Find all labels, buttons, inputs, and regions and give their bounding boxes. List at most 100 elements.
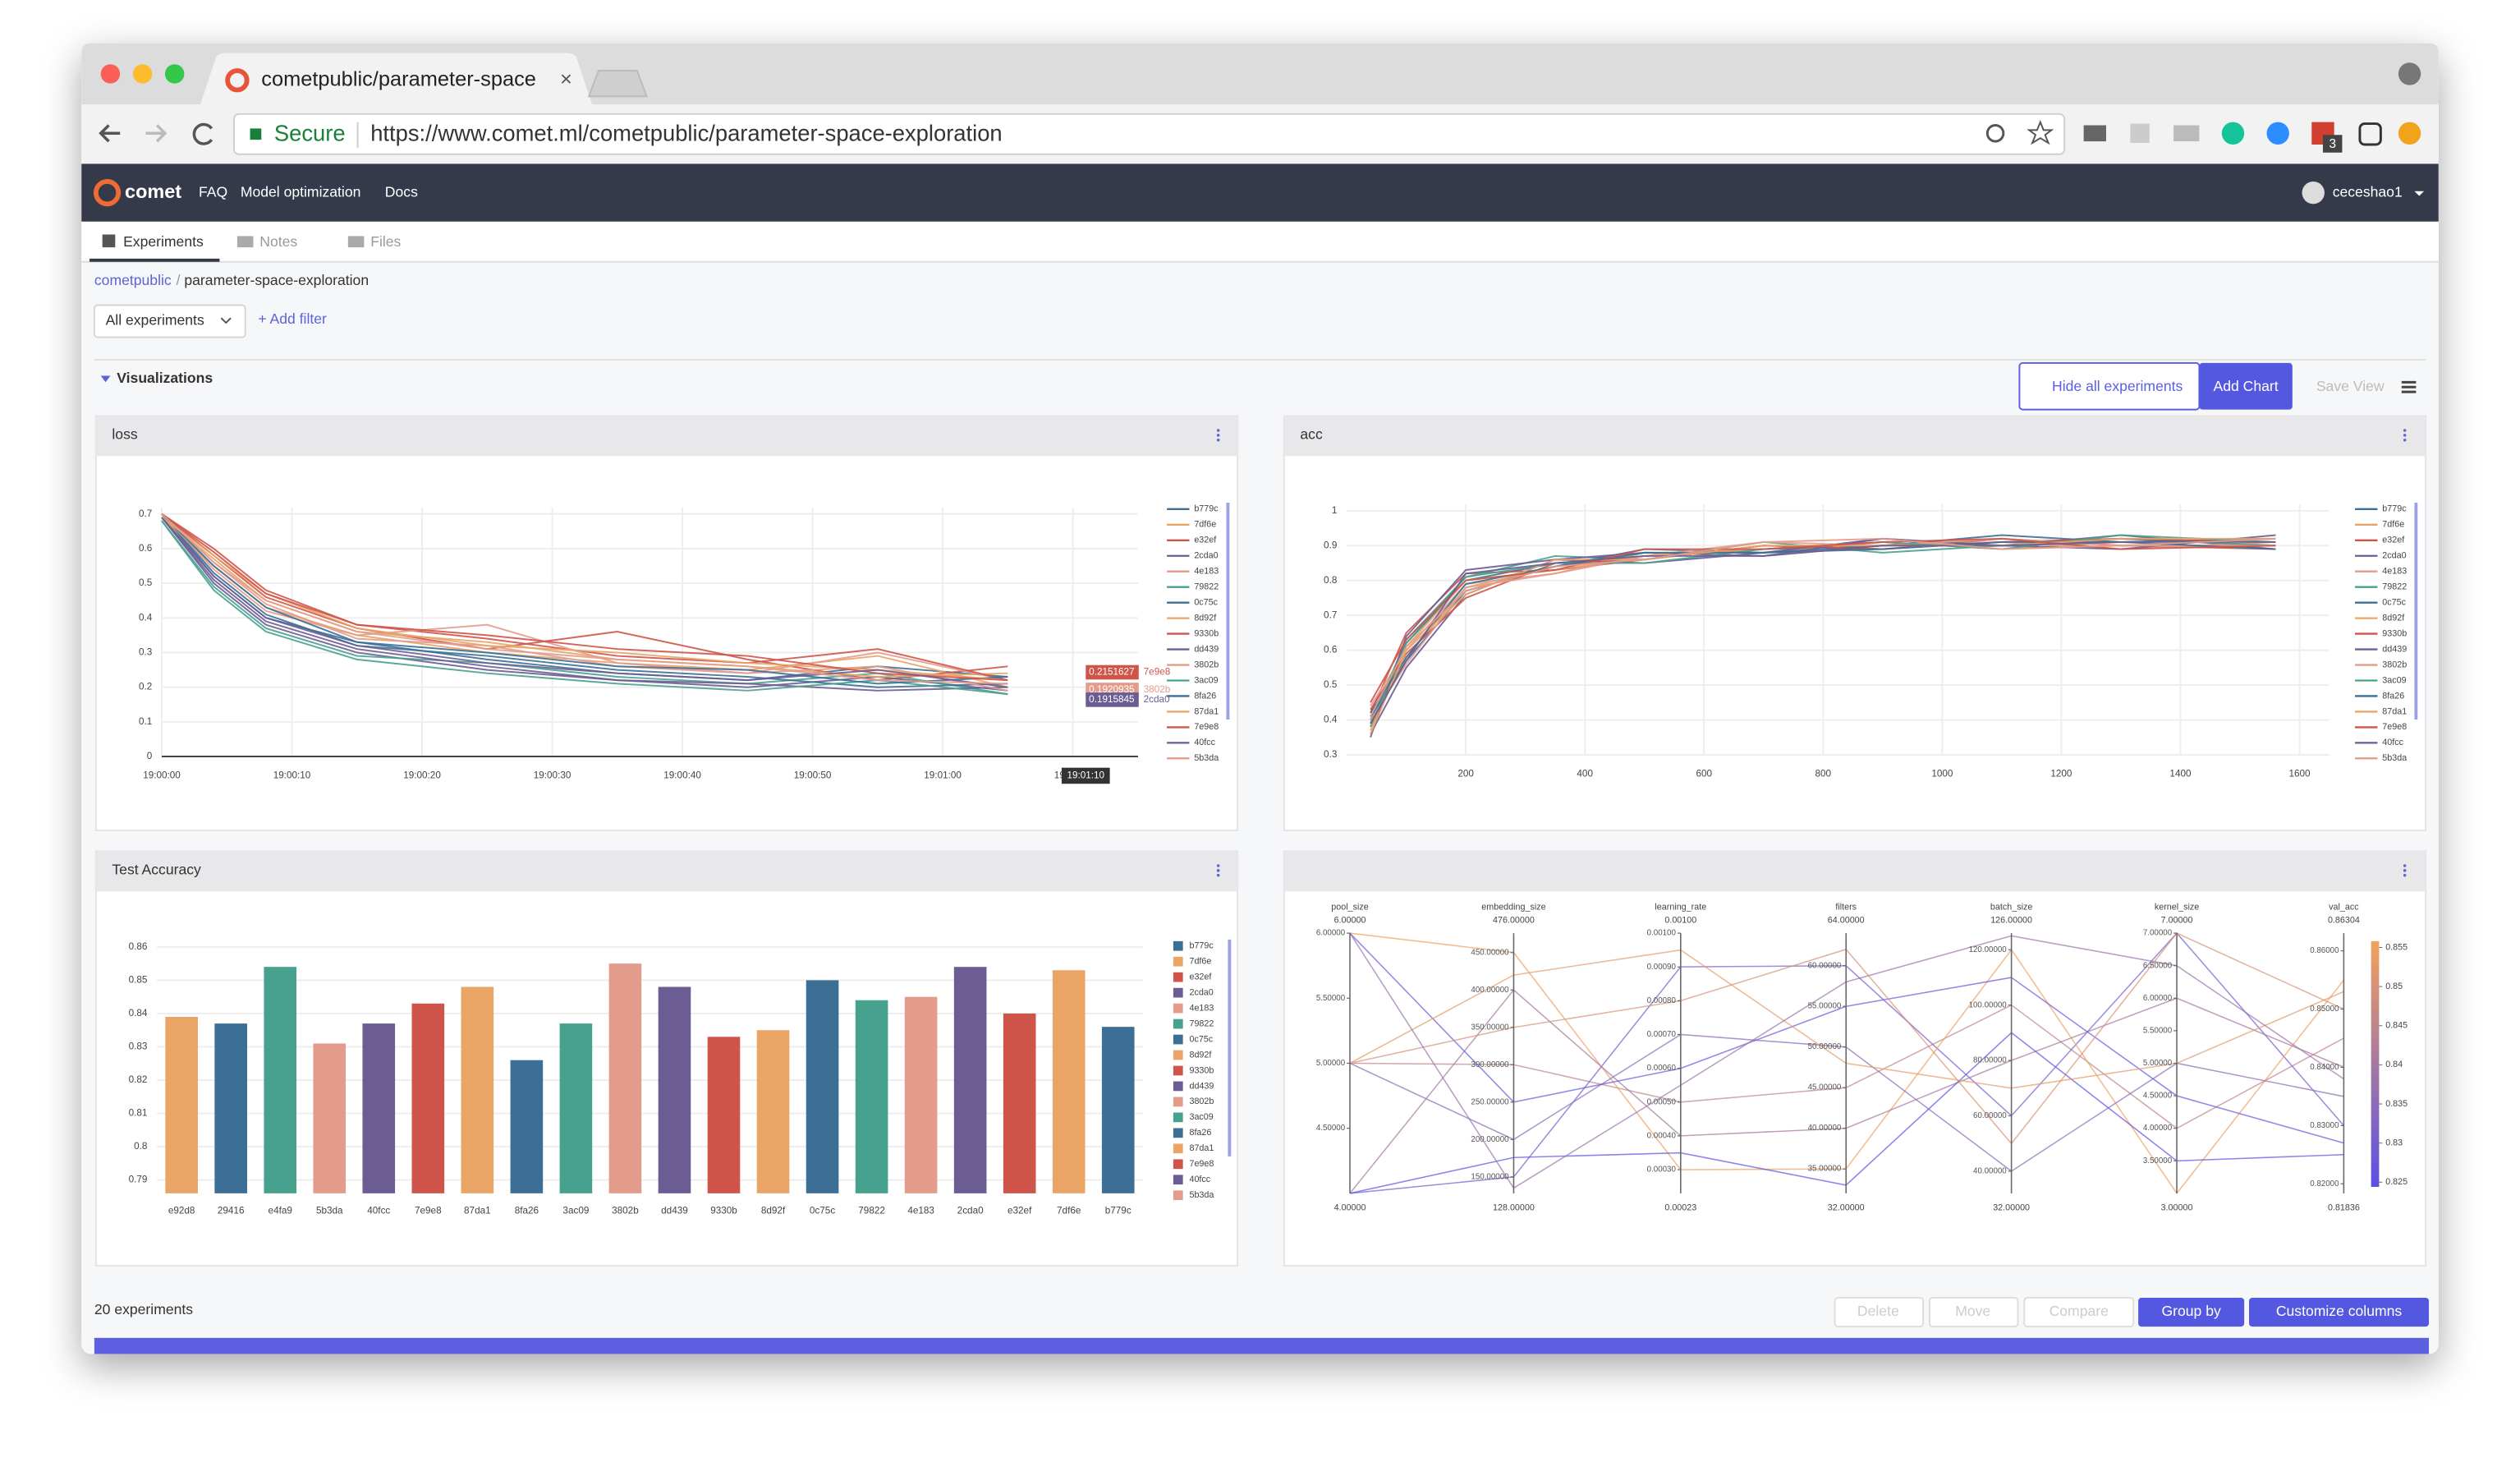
- legend-label: 2cda0: [1194, 551, 1218, 561]
- tick-label: 5.50000: [2143, 1026, 2173, 1035]
- extension-icon[interactable]: [2173, 125, 2200, 142]
- axis-title: val_acc: [2329, 903, 2359, 913]
- group-by-button[interactable]: [2138, 1297, 2245, 1327]
- x-tick-label: 19:00:50: [794, 770, 832, 781]
- tick-label: 40.00000: [1973, 1166, 2007, 1175]
- series-line: [161, 513, 1008, 685]
- legend-label: 8fa26: [1194, 691, 1216, 701]
- delete-button[interactable]: [1834, 1296, 1925, 1328]
- logo-text[interactable]: comet: [125, 181, 181, 202]
- back-button[interactable]: [99, 124, 121, 143]
- axis-title: pool_size: [1331, 903, 1368, 913]
- x-tick-label: 400: [1577, 769, 1593, 779]
- tick-label: 0.00060: [1647, 1064, 1677, 1073]
- tick-label: 50.00000: [1808, 1042, 1842, 1051]
- extension-icon[interactable]: [2221, 122, 2245, 145]
- customize-columns-button[interactable]: [2249, 1297, 2430, 1327]
- forward-button[interactable]: [145, 124, 168, 143]
- legend-label: e32ef: [1194, 536, 1216, 545]
- legend-label: 3802b: [2382, 660, 2407, 669]
- user-avatar[interactable]: [2302, 181, 2325, 205]
- legend-swatch: [1173, 1128, 1183, 1138]
- address-bar[interactable]: [233, 113, 2066, 155]
- experiment-count: 20 experiments: [94, 1301, 193, 1317]
- legend-label: 7df6e: [1194, 520, 1216, 530]
- profile-icon[interactable]: [2398, 62, 2421, 85]
- collapse-caret[interactable]: [100, 375, 111, 383]
- extension-icon[interactable]: [2358, 122, 2382, 146]
- y-tick-label: 0: [147, 751, 153, 761]
- x-tick-label: 7df6e: [1057, 1205, 1081, 1216]
- x-tick-label: 7e9e8: [415, 1205, 442, 1216]
- legend-label: 79822: [1189, 1018, 1214, 1028]
- tab[interactable]: Files: [370, 233, 401, 250]
- nav-link[interactable]: Docs: [385, 183, 418, 200]
- legend-label: dd439: [1189, 1081, 1214, 1091]
- bar: [559, 1023, 593, 1193]
- x-tick-label: 19:00:30: [534, 770, 571, 781]
- tick-label: 6.00000: [1316, 929, 1346, 938]
- new-tab[interactable]: [587, 70, 648, 98]
- legend-swatch: [1173, 1018, 1183, 1029]
- panel: [94, 415, 2427, 1267]
- menu-icon[interactable]: [2401, 380, 2417, 393]
- colorbar-label: 0.85: [2385, 982, 2403, 991]
- section-title[interactable]: Visualizations: [117, 370, 213, 386]
- legend-label: dd439: [2382, 644, 2407, 654]
- bar: [1101, 1027, 1135, 1193]
- series-line: [161, 513, 1008, 685]
- nav-link[interactable]: FAQ: [199, 183, 227, 200]
- maximize-window[interactable]: [164, 64, 185, 84]
- x-tick-label: e92d8: [168, 1205, 195, 1216]
- nav-link[interactable]: Model optimization: [241, 183, 361, 200]
- legend-label: 87da1: [1189, 1143, 1214, 1153]
- tab[interactable]: Experiments: [123, 233, 204, 250]
- app-nav: [81, 163, 2439, 222]
- experiment-filter[interactable]: [93, 304, 246, 338]
- bar: [362, 1023, 396, 1193]
- tab-close[interactable]: ×: [560, 67, 572, 90]
- legend-label: 8d92f: [2382, 613, 2404, 623]
- add-filter[interactable]: + Add filter: [258, 310, 327, 327]
- add-chart-button[interactable]: [2199, 362, 2293, 410]
- breadcrumb-link[interactable]: cometpublic: [94, 272, 172, 288]
- series-line: [1370, 540, 2276, 724]
- legend-label: 3802b: [1189, 1097, 1214, 1106]
- tick-label: 5.50000: [1316, 994, 1346, 1003]
- x-tick-label: 3802b: [612, 1205, 639, 1216]
- compare-button[interactable]: [2023, 1296, 2135, 1328]
- active-tab[interactable]: [200, 53, 593, 105]
- legend-swatch: [1173, 1065, 1183, 1076]
- colorbar-label: 0.855: [2385, 942, 2408, 952]
- legend-swatch: [1173, 940, 1183, 951]
- button-label: Delete: [1857, 1303, 1899, 1319]
- extension-icon[interactable]: [2266, 122, 2289, 145]
- logo-icon[interactable]: [93, 179, 122, 207]
- extension-icon[interactable]: [2130, 123, 2150, 144]
- legend-label: 9330b: [2382, 628, 2407, 638]
- axis-min: 32.00000: [1828, 1202, 1865, 1212]
- save-view-button[interactable]: Save View: [2316, 378, 2385, 394]
- axis-min: 32.00000: [1993, 1202, 2030, 1212]
- bar: [658, 986, 691, 1193]
- tab[interactable]: Notes: [259, 233, 297, 250]
- panel-menu[interactable]: [1216, 429, 2407, 877]
- tab-bar: [81, 43, 2439, 105]
- bar: [707, 1037, 741, 1193]
- user-caret[interactable]: [2414, 191, 2425, 196]
- user-name[interactable]: ceceshao1: [2333, 183, 2403, 200]
- close-window[interactable]: [100, 64, 121, 84]
- move-button[interactable]: [1928, 1296, 2019, 1328]
- minimize-window[interactable]: [132, 64, 153, 84]
- tick-label: 0.00080: [1647, 996, 1677, 1005]
- zoom-icon[interactable]: [1985, 124, 2005, 143]
- y-tick-label: 0.5: [139, 577, 153, 588]
- bookmark-icon[interactable]: [2027, 119, 2054, 145]
- extension-icon[interactable]: [2398, 122, 2421, 145]
- hover-value: 0.1915845: [1089, 694, 1135, 705]
- reload-button[interactable]: [192, 122, 213, 145]
- legend-swatch: [1173, 1097, 1183, 1107]
- extension-icon[interactable]: [2083, 125, 2106, 142]
- badge-count: 3: [2329, 137, 2336, 151]
